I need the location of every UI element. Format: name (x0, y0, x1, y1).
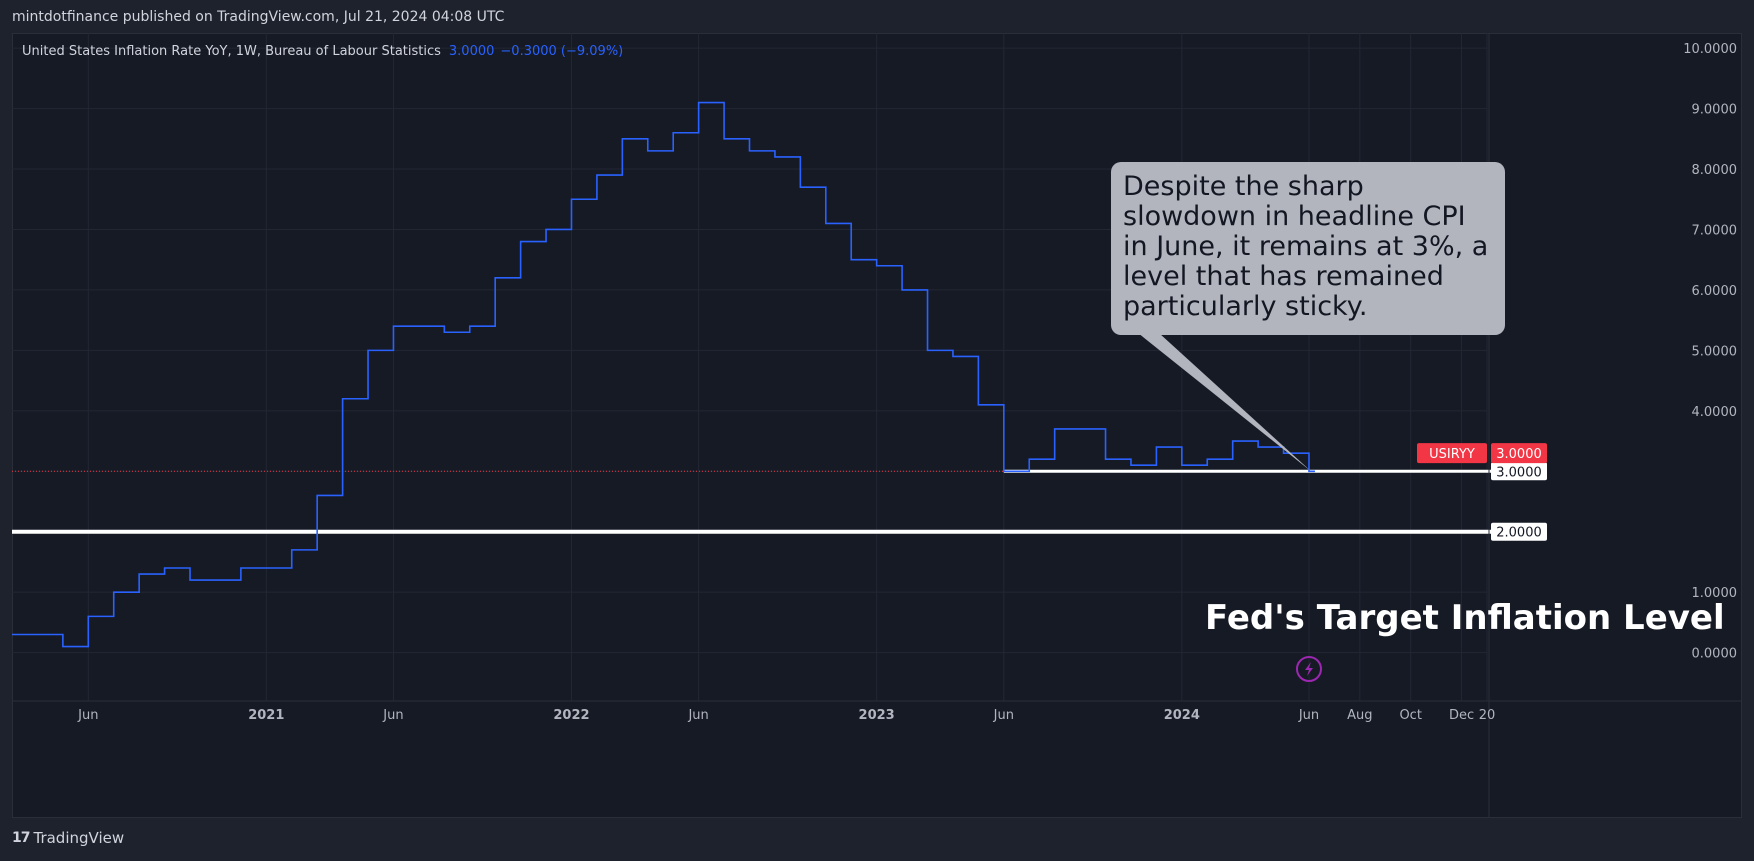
y-tick-label: 0.0000 (1692, 647, 1738, 662)
lightning-bolt (1304, 662, 1313, 676)
y-tick-label: 6.0000 (1692, 284, 1738, 299)
fed-target-label: Fed's Target Inflation Level (1205, 598, 1725, 638)
x-tick-label: Jun (382, 708, 403, 723)
lightning-event-icon[interactable] (1295, 656, 1322, 682)
legend-change: −0.3000 (−9.09%) (500, 44, 624, 59)
x-tick-label: Jun (687, 708, 708, 723)
x-tick-label: Aug (1347, 708, 1372, 723)
horizontal-line-tag-label: 3.0000 (1496, 465, 1542, 480)
y-tick-label: 7.0000 (1692, 223, 1738, 238)
x-tick-label: 2023 (859, 708, 895, 723)
legend-title: United States Inflation Rate YoY, 1W, Bu… (22, 44, 441, 59)
price-tag-symbol-bg (1417, 443, 1487, 464)
x-tick-label: 2022 (553, 708, 589, 723)
y-tick-label: 4.0000 (1692, 405, 1738, 420)
price-tag-value: 3.0000 (1496, 447, 1542, 462)
publish-header: mintdotfinance published on TradingView.… (12, 9, 505, 25)
series-line-usiryy[interactable] (12, 101, 1315, 648)
x-tick-label: Oct (1399, 708, 1421, 723)
x-tick-label: Jun (1298, 708, 1319, 723)
y-tick-label: 9.0000 (1692, 103, 1738, 118)
horizontal-line-tag-label: 2.0000 (1496, 526, 1542, 541)
x-tick-label: 20 (1479, 708, 1496, 723)
x-tick-label: 2024 (1164, 708, 1200, 723)
y-tick-label: 5.0000 (1692, 344, 1738, 359)
callout-text: Despite the sharp slowdown in headline C… (1123, 171, 1489, 322)
price-tag-symbol: USIRYY (1429, 447, 1475, 462)
horizontal-line-tag (1491, 462, 1547, 481)
x-tick-label: Jun (993, 708, 1014, 723)
y-tick-label: 10.0000 (1683, 42, 1737, 57)
y-tick-label: 8.0000 (1692, 163, 1738, 178)
footer-brand[interactable]: 17 TradingView (12, 829, 124, 847)
footer-brand-text: TradingView (33, 829, 125, 847)
chart-plot[interactable]: 2.0000 3.0000 10.0000 9.0000 8.0000 7.0000 6.… (12, 33, 1742, 818)
legend-value: 3.0000 (448, 44, 495, 59)
horizontal-line-tag (1491, 522, 1547, 541)
tradingview-logo-icon: 17 (12, 830, 31, 846)
x-tick-label: Dec (1449, 708, 1474, 723)
series-legend[interactable]: United States Inflation Rate YoY, 1W, Bu… (22, 44, 623, 59)
y-tick-label: 1.0000 (1692, 586, 1738, 601)
lightning-event-ring (1295, 656, 1322, 682)
x-tick-label: 2021 (248, 708, 284, 723)
price-tag-value-bg (1491, 443, 1547, 464)
callout-pointer (1113, 313, 1311, 472)
x-tick-label: Jun (77, 708, 98, 723)
annotation-callout[interactable]: Despite the sharp slowdown in headline C… (1111, 162, 1505, 335)
